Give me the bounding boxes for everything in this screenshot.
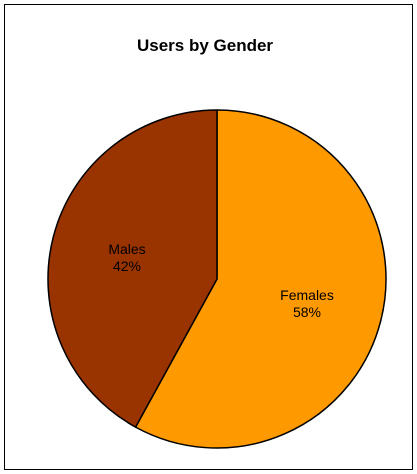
chart-title: Users by Gender bbox=[137, 36, 273, 55]
pie-slice-females bbox=[134, 109, 387, 449]
slice-value-females: 58% bbox=[293, 304, 321, 320]
slice-label-males: Males bbox=[108, 241, 145, 257]
slice-label-females: Females bbox=[280, 287, 334, 303]
slice-value-males: 42% bbox=[113, 258, 141, 274]
pie-slice-males bbox=[47, 109, 218, 428]
pie-slices bbox=[47, 109, 387, 449]
